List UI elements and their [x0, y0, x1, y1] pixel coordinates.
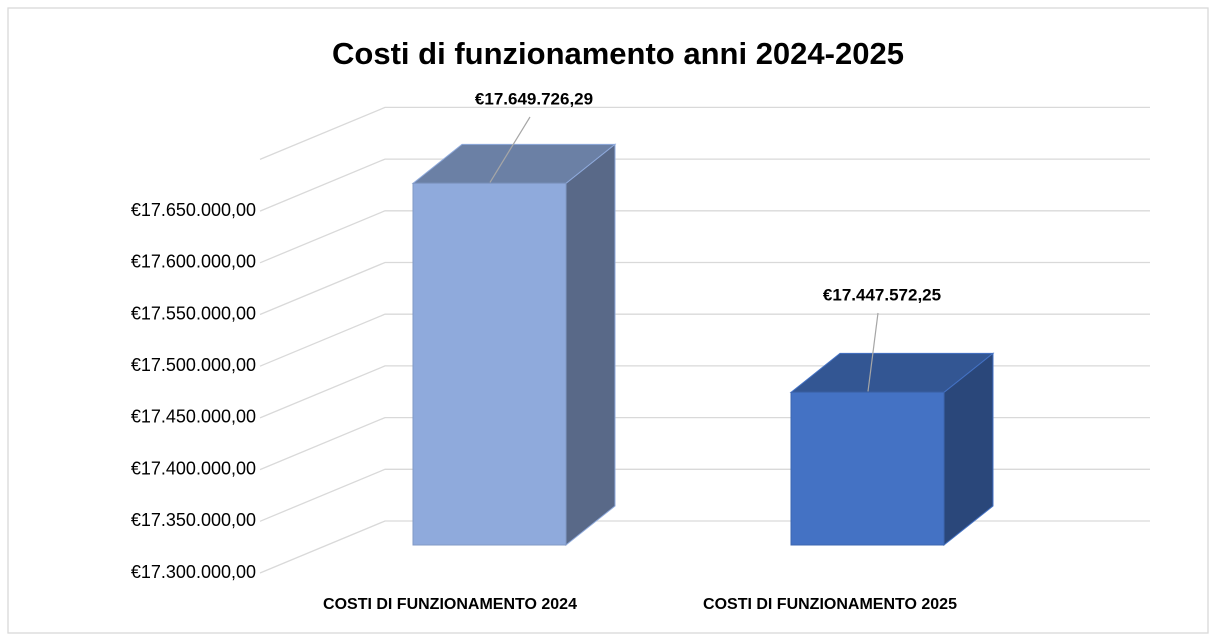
chart-title: Costi di funzionamento anni 2024-2025	[332, 36, 904, 71]
data-label: €17.649.726,29	[475, 89, 593, 108]
bar	[412, 182, 567, 546]
bar	[790, 391, 945, 546]
y-tick-label: €17.350.000,00	[131, 510, 256, 530]
grid-line	[259, 210, 1150, 264]
y-tick-label: €17.650.000,00	[131, 200, 256, 220]
y-tick-label: €17.400.000,00	[131, 458, 256, 478]
grid-line	[259, 106, 1150, 161]
x-tick-label: COSTI DI FUNZIONAMENTO 2025	[703, 596, 957, 613]
y-tick-label: €17.450.000,00	[131, 407, 256, 427]
grid-line	[259, 313, 1150, 367]
y-tick-label: €17.600.000,00	[131, 252, 256, 272]
y-tick-label: €17.300.000,00	[131, 562, 256, 582]
grid-line	[259, 158, 1150, 212]
y-tick-label: €17.500.000,00	[131, 355, 256, 375]
data-label: €17.447.572,25	[823, 285, 941, 304]
x-tick-label: COSTI DI FUNZIONAMENTO 2024	[323, 596, 577, 613]
leader-line	[867, 312, 879, 392]
leader-line	[489, 116, 531, 183]
y-tick-label: €17.550.000,00	[131, 303, 256, 323]
bar-side	[565, 143, 616, 547]
grid-line	[259, 261, 1150, 316]
